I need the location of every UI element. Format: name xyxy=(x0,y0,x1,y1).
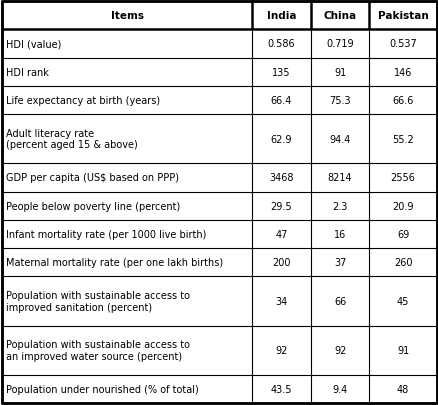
Text: 66: 66 xyxy=(333,296,346,306)
Text: Infant mortality rate (per 1000 live birth): Infant mortality rate (per 1000 live bir… xyxy=(6,229,205,239)
Text: 0.719: 0.719 xyxy=(325,39,353,49)
Text: 3468: 3468 xyxy=(268,173,293,183)
Text: People below poverty line (percent): People below poverty line (percent) xyxy=(6,201,180,211)
Text: 48: 48 xyxy=(396,384,408,394)
Text: 37: 37 xyxy=(333,258,346,268)
Text: Maternal mortality rate (per one lakh births): Maternal mortality rate (per one lakh bi… xyxy=(6,258,223,268)
Text: 91: 91 xyxy=(333,68,346,77)
Text: 62.9: 62.9 xyxy=(270,134,292,144)
Text: 45: 45 xyxy=(396,296,408,306)
Text: 34: 34 xyxy=(275,296,287,306)
Text: 66.4: 66.4 xyxy=(270,96,291,106)
Text: Population under nourished (% of total): Population under nourished (% of total) xyxy=(6,384,198,394)
Text: GDP per capita (US$ based on PPP): GDP per capita (US$ based on PPP) xyxy=(6,173,178,183)
Text: 91: 91 xyxy=(396,345,408,355)
Text: 47: 47 xyxy=(275,229,287,239)
Text: 92: 92 xyxy=(275,345,287,355)
Text: 8214: 8214 xyxy=(327,173,352,183)
Text: 135: 135 xyxy=(272,68,290,77)
Text: Pakistan: Pakistan xyxy=(377,11,427,21)
Text: 200: 200 xyxy=(272,258,290,268)
Text: 69: 69 xyxy=(396,229,408,239)
Text: China: China xyxy=(323,11,356,21)
Text: 66.6: 66.6 xyxy=(392,96,413,106)
Text: 55.2: 55.2 xyxy=(392,134,413,144)
Text: 94.4: 94.4 xyxy=(328,134,350,144)
Text: 260: 260 xyxy=(393,258,411,268)
Text: 75.3: 75.3 xyxy=(328,96,350,106)
Text: Items: Items xyxy=(110,11,143,21)
Text: Population with sustainable access to
improved sanitation (percent): Population with sustainable access to im… xyxy=(6,290,189,312)
Text: 92: 92 xyxy=(333,345,346,355)
Text: 146: 146 xyxy=(393,68,411,77)
Text: 2.3: 2.3 xyxy=(332,201,347,211)
Text: Life expectancy at birth (years): Life expectancy at birth (years) xyxy=(6,96,159,106)
Text: India: India xyxy=(266,11,296,21)
Text: HDI rank: HDI rank xyxy=(6,68,49,77)
Text: 2556: 2556 xyxy=(390,173,415,183)
Text: 16: 16 xyxy=(333,229,346,239)
Text: Adult literacy rate
(percent aged 15 & above): Adult literacy rate (percent aged 15 & a… xyxy=(6,128,137,150)
Text: Population with sustainable access to
an improved water source (percent): Population with sustainable access to an… xyxy=(6,339,189,361)
Text: HDI (value): HDI (value) xyxy=(6,39,61,49)
Text: 43.5: 43.5 xyxy=(270,384,292,394)
Text: 9.4: 9.4 xyxy=(332,384,347,394)
Text: 0.586: 0.586 xyxy=(267,39,295,49)
Text: 0.537: 0.537 xyxy=(389,39,416,49)
Text: 29.5: 29.5 xyxy=(270,201,292,211)
Text: 20.9: 20.9 xyxy=(392,201,413,211)
